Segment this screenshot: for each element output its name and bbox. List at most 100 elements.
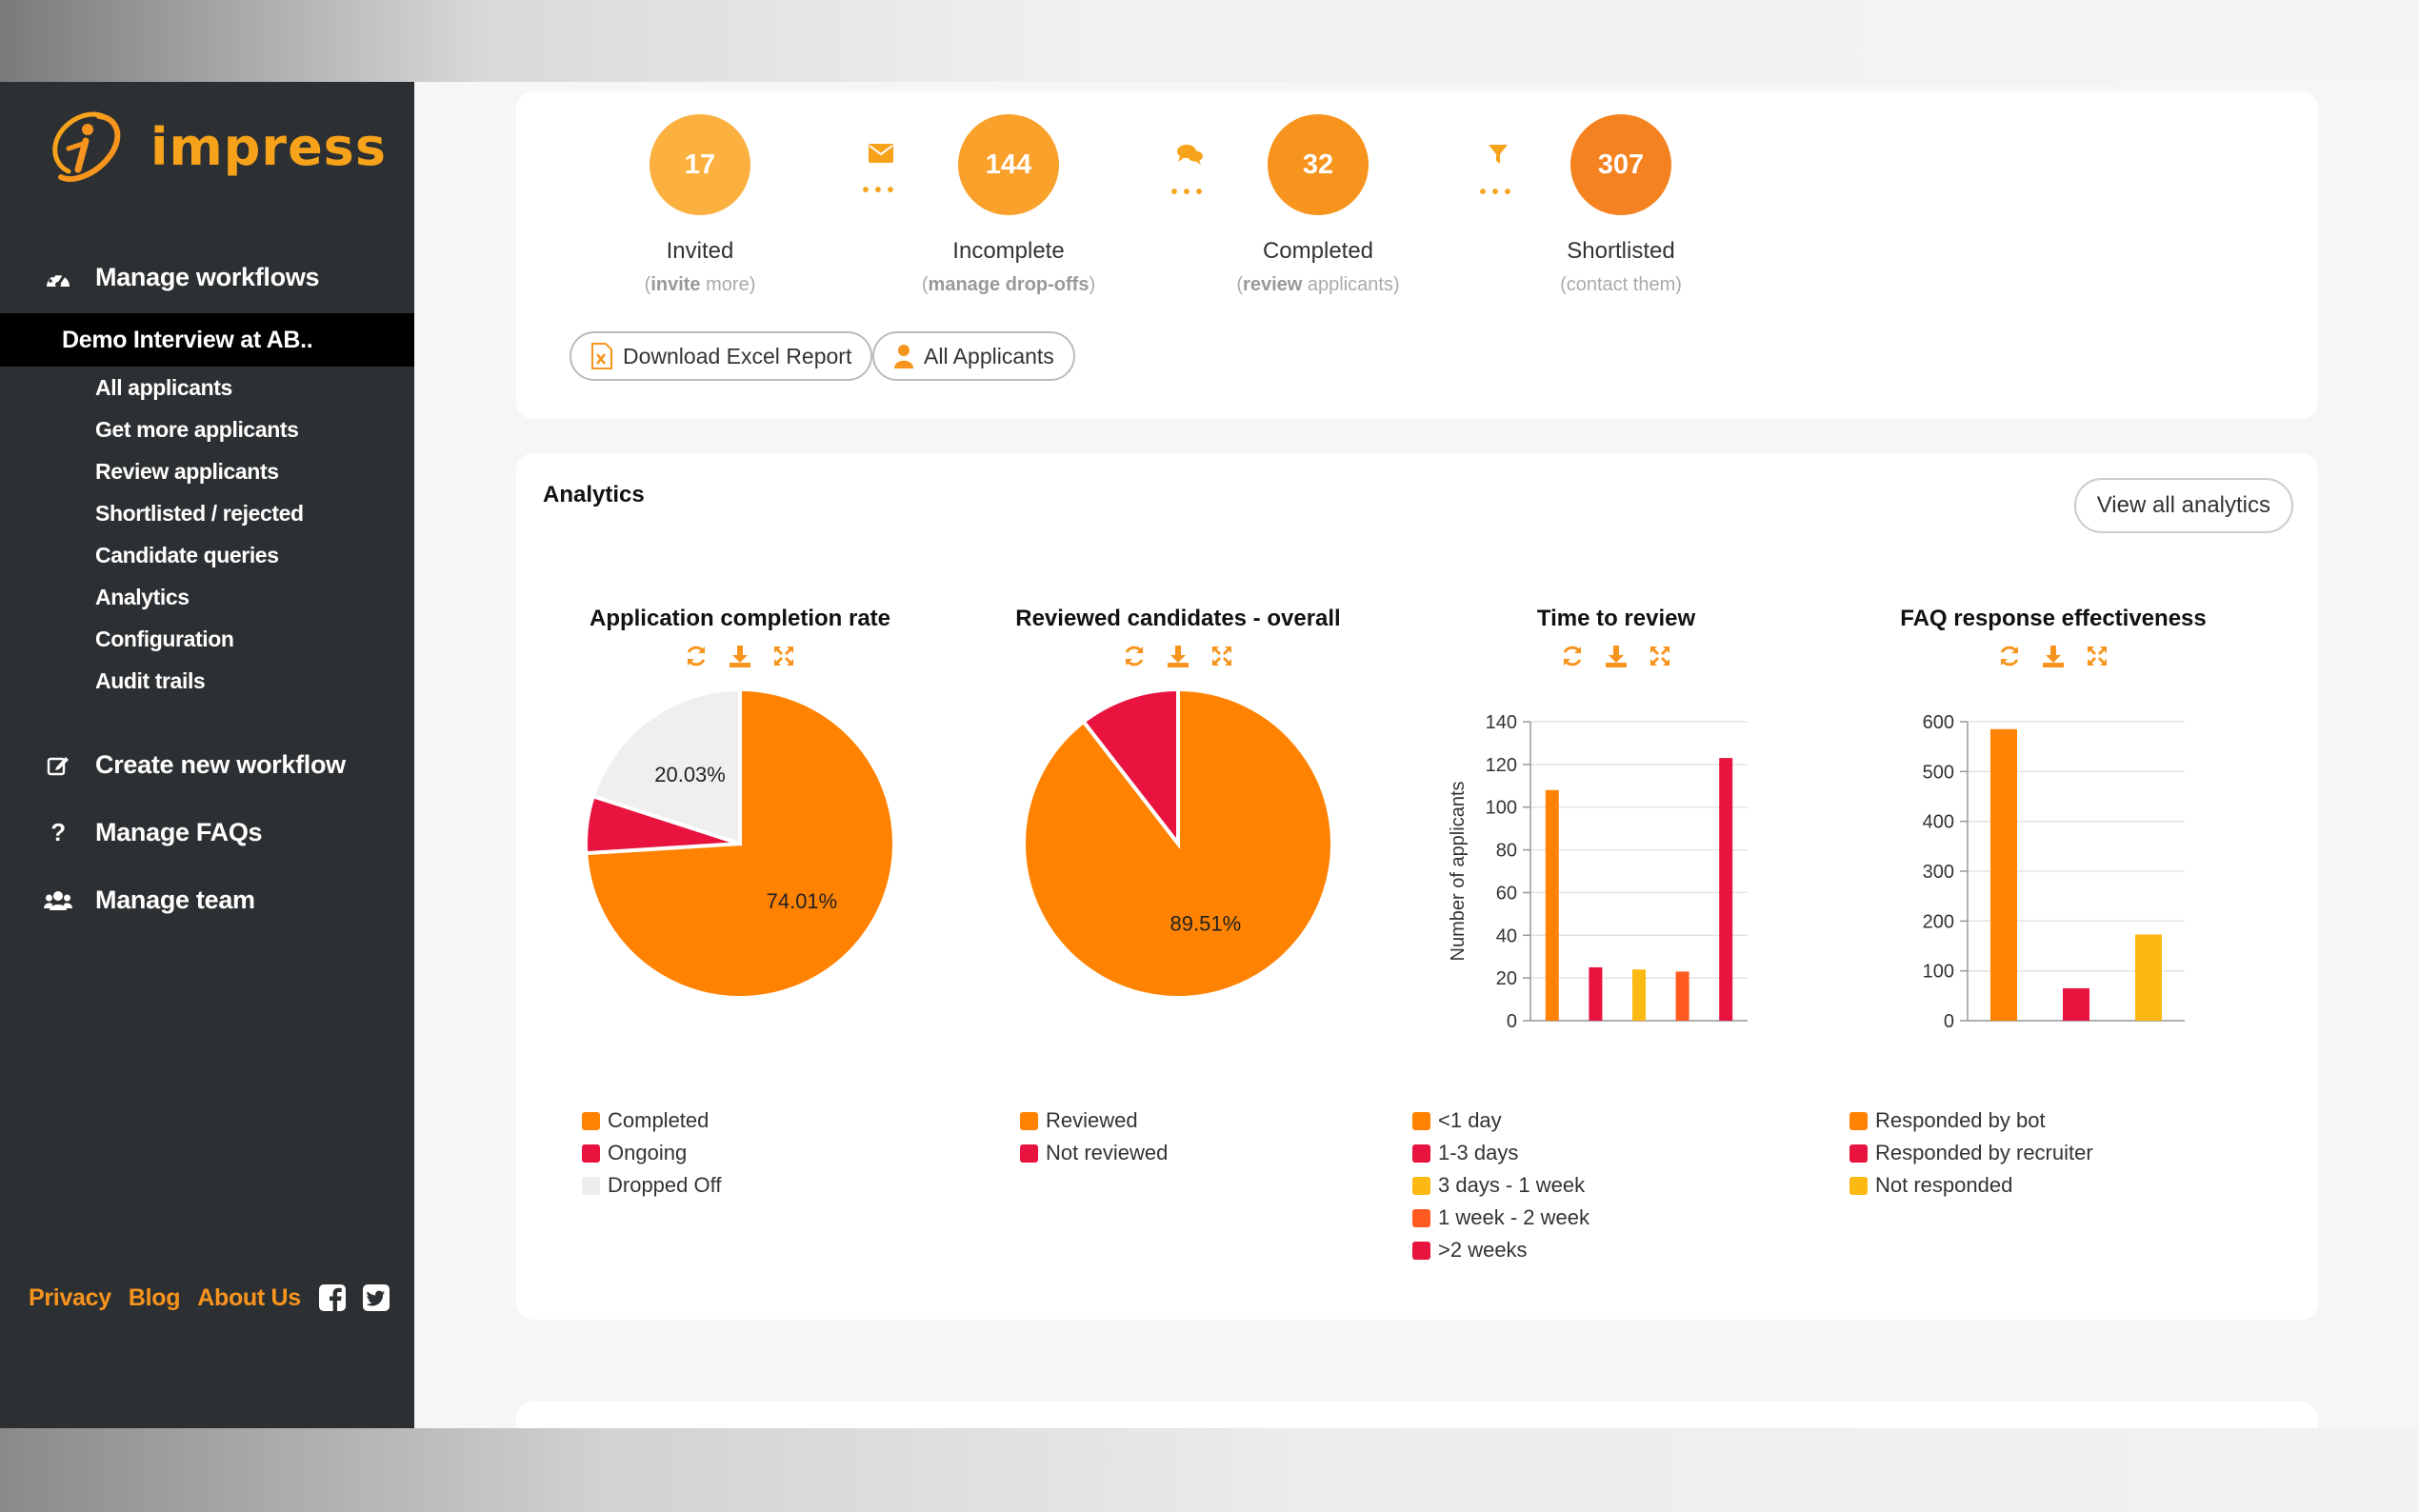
- legend-item-reviewed[interactable]: Reviewed: [1020, 1104, 1168, 1137]
- nav-create-new-workflow[interactable]: Create new workflow: [44, 750, 346, 780]
- nav-label: Manage team: [95, 885, 255, 914]
- bar-responded-by-recruiter[interactable]: [2063, 987, 2089, 1021]
- download-icon[interactable]: [1604, 644, 1629, 668]
- legend-item-responded-by-recruiter[interactable]: Responded by recruiter: [1849, 1137, 2093, 1169]
- nav-manage-workflows[interactable]: Manage workflows: [44, 263, 320, 292]
- legend-item-3-days-1-week[interactable]: 3 days - 1 week: [1412, 1169, 1589, 1202]
- legend-item-1-day[interactable]: <1 day: [1412, 1104, 1589, 1137]
- connector-invited-incomplete: •••: [852, 143, 910, 202]
- legend-swatch: [1412, 1176, 1430, 1195]
- legend-label: Completed: [608, 1108, 710, 1132]
- y-tick-label: 400: [1923, 812, 1954, 833]
- legend-label: >2 weeks: [1438, 1238, 1528, 1262]
- dashboard-icon: [44, 264, 72, 292]
- twitter-icon[interactable]: [362, 1283, 390, 1312]
- legend-label: Responded by bot: [1875, 1108, 2046, 1132]
- chart-faq-response-effectiveness: FAQ response effectiveness 0 100 200 300 400 5…: [1834, 453, 2272, 1310]
- chart-title: Reviewed candidates - overall: [1015, 606, 1341, 631]
- legend-item-completed[interactable]: Completed: [582, 1104, 721, 1137]
- chart-title: Application completion rate: [589, 606, 891, 631]
- pie-slice-not-reviewed[interactable]: [1080, 686, 1180, 849]
- chart-application-completion-rate: Application completion rate 74.01% 20.03% C…: [521, 453, 959, 1310]
- legend-item-2-weeks[interactable]: >2 weeks: [1412, 1234, 1589, 1266]
- stage-shortlisted[interactable]: 307 Shortlisted (contact them): [1497, 114, 1745, 296]
- legend-item-1-week-2-week[interactable]: 1 week - 2 week: [1412, 1202, 1589, 1234]
- legend-item-1-3-days[interactable]: 1-3 days: [1412, 1137, 1589, 1169]
- refresh-icon[interactable]: [684, 644, 709, 668]
- view-all-analytics-button[interactable]: View all analytics: [2073, 478, 2293, 533]
- stage-hint[interactable]: (review applicants): [1236, 274, 1400, 295]
- download-icon[interactable]: [2041, 644, 2066, 668]
- stage-count-circle: 307: [1570, 114, 1671, 215]
- nav-manage-team[interactable]: Manage team: [44, 885, 255, 915]
- pipeline-card: 17 Invited (invite more) ••• 144 Incompl…: [516, 91, 2318, 419]
- connector-dots: •••: [1479, 182, 1517, 203]
- sidebar-item-candidate-queries[interactable]: Candidate queries: [95, 543, 279, 567]
- expand-icon[interactable]: [771, 644, 796, 668]
- sidebar-item-configuration[interactable]: Configuration: [95, 627, 234, 651]
- download-icon[interactable]: [1166, 644, 1190, 668]
- sidebar-item-get-more-applicants[interactable]: Get more applicants: [95, 417, 299, 442]
- sidebar-item-review-applicants[interactable]: Review applicants: [95, 459, 279, 484]
- screen-top-band: [0, 0, 2419, 82]
- privacy-link[interactable]: Privacy: [29, 1283, 111, 1311]
- refresh-icon[interactable]: [1122, 644, 1147, 668]
- legend-swatch: [1412, 1111, 1430, 1130]
- y-tick-label: 500: [1923, 762, 1954, 783]
- bar-2-weeks[interactable]: [1719, 758, 1733, 1021]
- screen-bottom-band: [0, 1428, 2419, 1512]
- chart-title: FAQ response effectiveness: [1900, 606, 2207, 631]
- logo[interactable]: impress: [44, 109, 387, 185]
- all-applicants-button[interactable]: All Applicants: [872, 331, 1075, 381]
- all-applicants-label: All Applicants: [924, 343, 1054, 368]
- pie-plot: 74.01% 20.03%: [584, 686, 896, 1000]
- nav-manage-faqs[interactable]: ? Manage FAQs: [44, 818, 262, 847]
- y-tick-label: 140: [1486, 712, 1517, 733]
- legend-item-responded-by-bot[interactable]: Responded by bot: [1849, 1104, 2093, 1137]
- pie-plot: 89.51%: [1022, 686, 1334, 1000]
- refresh-icon[interactable]: [1560, 644, 1585, 668]
- sidebar-item-audit-trails[interactable]: Audit trails: [95, 668, 206, 693]
- stage-label: Invited: [666, 238, 734, 264]
- download-excel-report-button[interactable]: Download Excel Report: [570, 331, 873, 381]
- bar-1-3-days[interactable]: [1589, 966, 1603, 1021]
- stage-incomplete[interactable]: 144 Incomplete (manage drop-offs): [885, 114, 1132, 296]
- bar-not-responded[interactable]: [2135, 934, 2162, 1021]
- stage-label: Incomplete: [952, 238, 1065, 264]
- expand-icon[interactable]: [1648, 644, 1672, 668]
- stage-completed[interactable]: 32 Completed (review applicants): [1194, 114, 1442, 296]
- stage-hint[interactable]: (contact them): [1560, 274, 1682, 295]
- legend-item-not-responded[interactable]: Not responded: [1849, 1169, 2093, 1202]
- expand-icon[interactable]: [2085, 644, 2109, 668]
- active-workflow[interactable]: Demo Interview at AB..: [0, 313, 414, 367]
- connector-completed-shortlisted: •••: [1469, 143, 1527, 204]
- download-icon[interactable]: [728, 644, 752, 668]
- bar-3-days-1-week[interactable]: [1632, 969, 1646, 1021]
- stage-invited[interactable]: 17 Invited (invite more): [576, 114, 824, 296]
- legend-item-not-reviewed[interactable]: Not reviewed: [1020, 1137, 1168, 1169]
- stage-hint[interactable]: (invite more): [644, 274, 756, 295]
- chart-legend: <1 day 1-3 days 3 days - 1 week 1 week - 2 …: [1412, 1104, 1589, 1266]
- legend-item-ongoing[interactable]: Ongoing: [582, 1137, 721, 1169]
- legend-swatch: [1849, 1176, 1868, 1195]
- legend-label: Dropped Off: [608, 1173, 722, 1197]
- about-us-link[interactable]: About Us: [197, 1283, 301, 1311]
- bar-1-week-2-week[interactable]: [1675, 971, 1689, 1021]
- user-icon: [893, 344, 914, 368]
- sidebar-item-shortlisted-rejected[interactable]: Shortlisted / rejected: [95, 501, 304, 526]
- pie-slice-dropped-off[interactable]: [590, 686, 742, 846]
- connector-incomplete-completed: •••: [1161, 143, 1218, 204]
- bar-responded-by-bot[interactable]: [1990, 728, 2017, 1021]
- expand-icon[interactable]: [1210, 644, 1234, 668]
- bar-1-day[interactable]: [1545, 789, 1559, 1021]
- nav-label: Create new workflow: [95, 750, 346, 779]
- y-tick-label: 0: [1944, 1011, 1954, 1032]
- sidebar-item-all-applicants[interactable]: All applicants: [95, 375, 232, 400]
- facebook-icon[interactable]: [318, 1283, 347, 1312]
- refresh-icon[interactable]: [1997, 644, 2022, 668]
- blog-link[interactable]: Blog: [128, 1283, 181, 1311]
- bar-plot: 0 100 200 300 400 500 600: [1923, 712, 2185, 1032]
- legend-item-dropped-off[interactable]: Dropped Off: [582, 1169, 721, 1202]
- sidebar-item-analytics[interactable]: Analytics: [95, 585, 190, 609]
- stage-hint[interactable]: (manage drop-offs): [921, 274, 1096, 295]
